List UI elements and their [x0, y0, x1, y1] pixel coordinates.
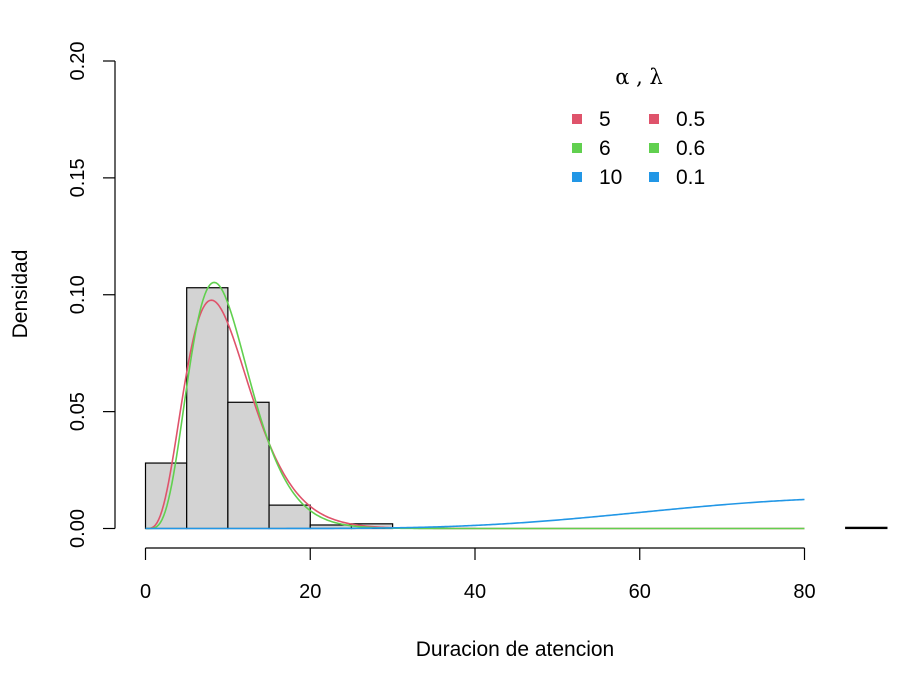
legend-lambda-label: 0.1 [676, 166, 705, 189]
legend-swatch [572, 172, 582, 182]
density-curve-alpha-6 [145, 281, 805, 530]
legend-swatch [649, 143, 659, 153]
y-tick-label: 0.05 [67, 392, 89, 431]
legend-lambda-label: 0.5 [676, 108, 705, 131]
legend: α , λ 5 0.5 6 0.6 10 0.1 [572, 65, 705, 189]
legend-swatch [572, 114, 582, 124]
y-tick-label: 0.15 [67, 158, 89, 197]
x-axis: 0 20 40 60 80 [140, 547, 816, 603]
legend-swatch [649, 114, 659, 124]
x-tick-label: 80 [793, 581, 815, 603]
y-axis: 0.00 0.05 0.10 0.15 0.20 [67, 42, 116, 548]
histogram-bar [268, 504, 311, 530]
y-tick-label: 0.20 [67, 42, 89, 81]
x-tick-label: 40 [464, 581, 486, 603]
legend-title: α , λ [615, 65, 663, 89]
legend-alpha-label: 5 [599, 108, 611, 131]
x-tick-label: 0 [140, 581, 151, 603]
legend-alpha-label: 6 [599, 137, 611, 160]
x-tick-label: 20 [299, 581, 321, 603]
histogram-bars [144, 287, 888, 530]
legend-lambda-label: 0.6 [676, 137, 705, 160]
y-tick-label: 0.00 [67, 509, 89, 548]
density-curves [145, 281, 805, 530]
histogram-bar [845, 526, 888, 530]
histogram-bar [186, 287, 229, 530]
density-curve-alpha-10 [145, 498, 805, 530]
x-axis-title: Duracion de atencion [416, 638, 614, 661]
y-tick-label: 0.10 [67, 275, 89, 314]
x-tick-label: 60 [629, 581, 651, 603]
legend-alpha-label: 10 [599, 166, 622, 189]
histogram-bar [227, 401, 270, 530]
y-axis-title: Densidad [9, 250, 32, 339]
legend-swatch [572, 143, 582, 153]
legend-swatch [649, 172, 659, 182]
